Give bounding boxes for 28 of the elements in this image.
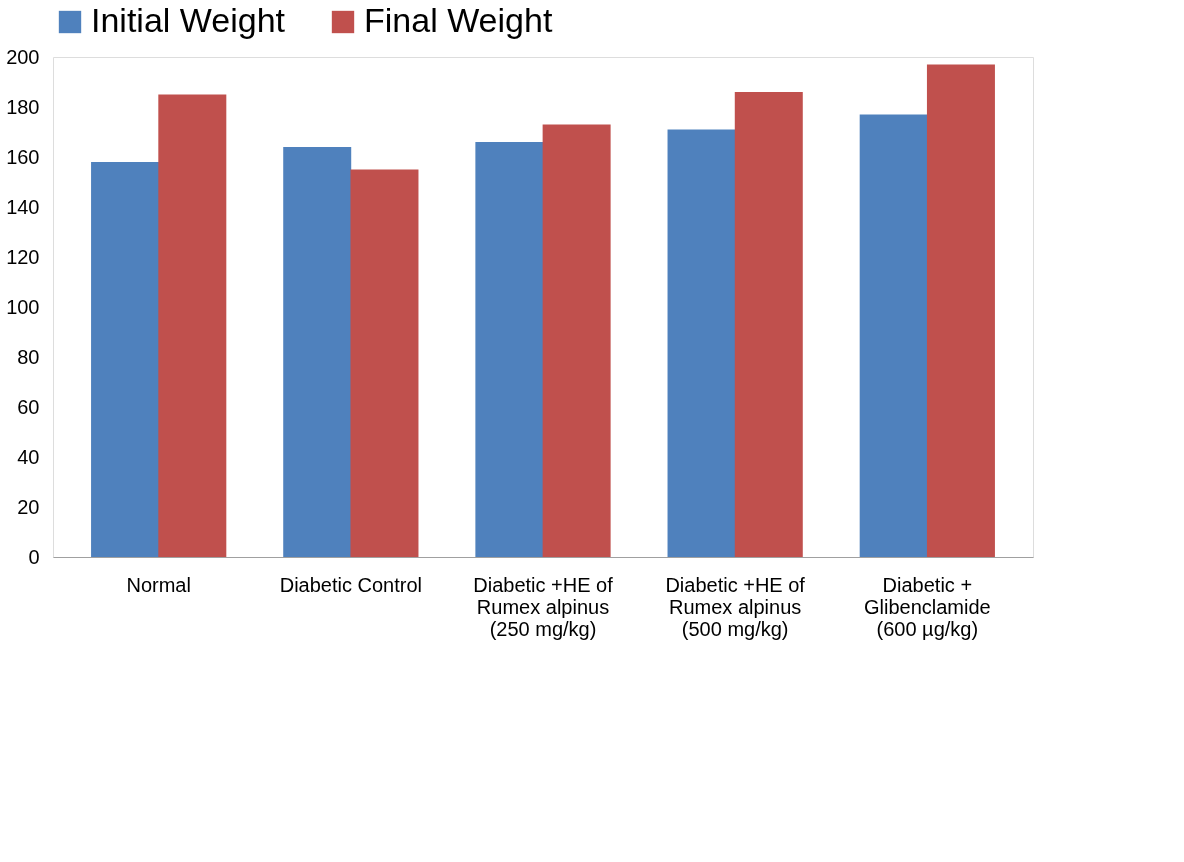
y-tick-label: 140	[6, 195, 40, 218]
legend-label: Initial Weight	[91, 1, 286, 39]
y-tick-label: 0	[28, 545, 40, 568]
x-tick-label: Diabetic + Glibenclamide (600 µg/kg)	[863, 573, 991, 640]
bar	[283, 147, 352, 557]
bar	[542, 124, 611, 557]
bar	[350, 169, 419, 557]
bar	[667, 129, 736, 557]
y-tick-label: 200	[6, 45, 40, 68]
x-tick-label: Normal	[126, 573, 191, 596]
x-tick-label: Diabetic +HE of Rumex alpinus (500 mg/kg)	[665, 573, 806, 640]
y-tick-label: 60	[17, 395, 40, 418]
y-tick-label: 80	[17, 345, 40, 368]
bar	[475, 142, 544, 557]
bar	[91, 162, 160, 557]
bar	[734, 92, 803, 557]
y-tick-label: 160	[6, 145, 40, 168]
bar	[926, 64, 995, 557]
y-tick-label: 180	[6, 95, 40, 118]
x-tick-label: Diabetic Control	[279, 573, 422, 596]
y-tick-label: 20	[17, 495, 40, 518]
y-tick-label: 120	[6, 245, 40, 268]
bar	[859, 114, 928, 557]
x-tick-label: Diabetic +HE of Rumex alpinus (250 mg/kg)	[473, 573, 614, 640]
legend-label: Final Weight	[364, 1, 553, 39]
y-tick-label: 40	[17, 445, 40, 468]
bar	[158, 94, 227, 557]
y-tick-label: 100	[6, 295, 40, 318]
